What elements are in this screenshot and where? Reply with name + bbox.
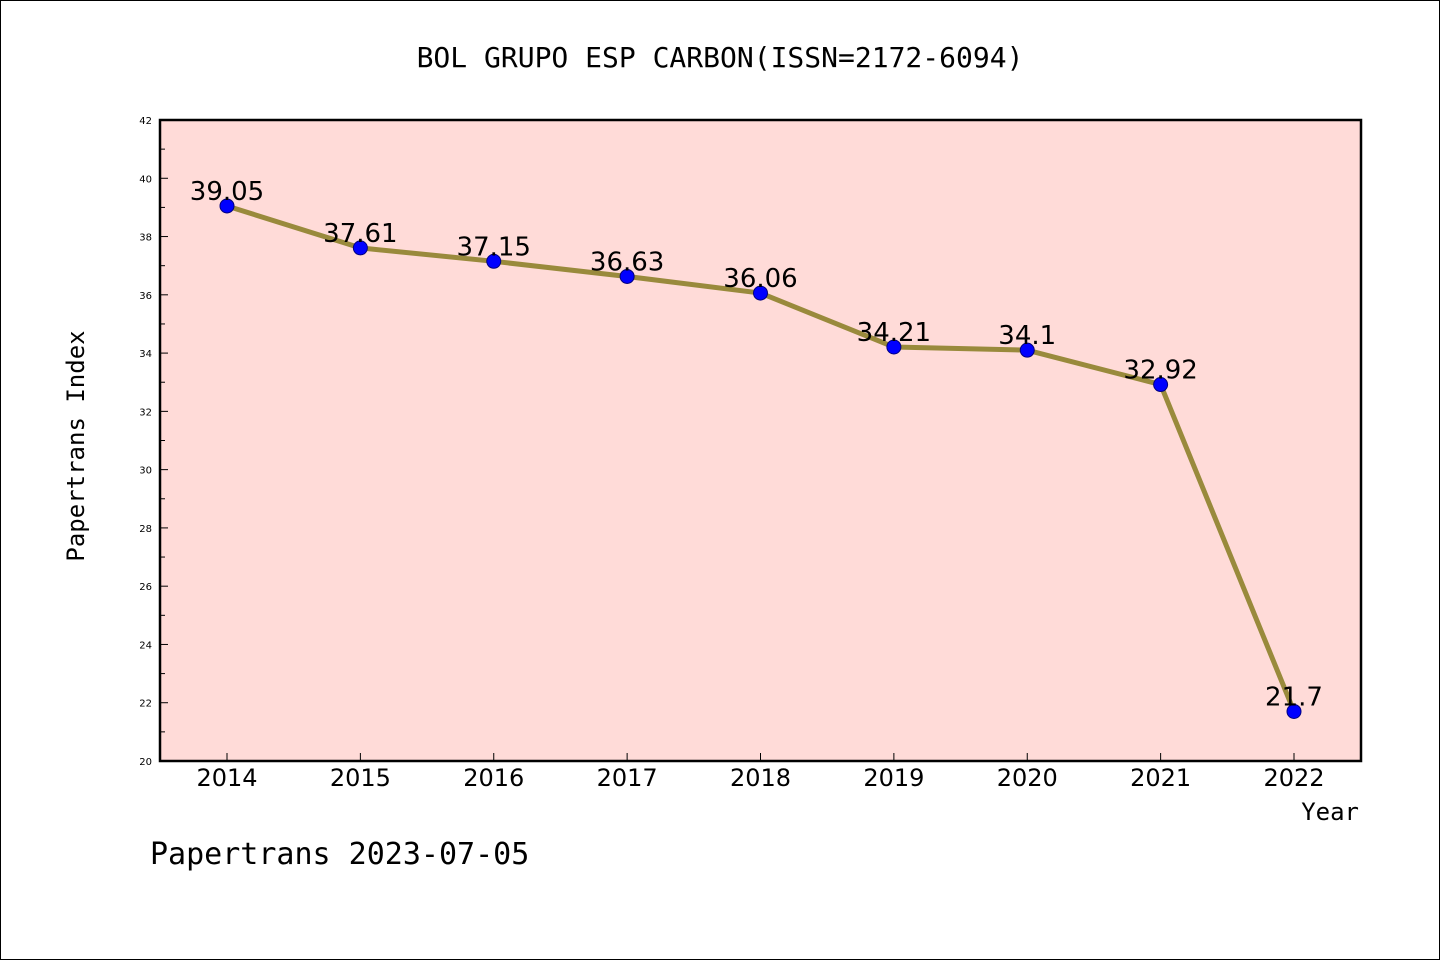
data-point bbox=[1286, 703, 1302, 719]
data-label: 37.61 bbox=[323, 219, 397, 249]
x-tick-label: 2017 bbox=[597, 764, 658, 792]
y-tick-label: 28 bbox=[139, 524, 152, 535]
data-point bbox=[619, 268, 635, 284]
y-tick-label: 40 bbox=[139, 174, 152, 185]
x-tick-label: 2015 bbox=[330, 764, 391, 792]
y-tick-label: 42 bbox=[139, 116, 152, 127]
x-tick-label: 2019 bbox=[863, 764, 924, 792]
data-label-layer: 39.05 37.61 37.15 36.63 36.06 34.21 34.1 32.92 2… bbox=[190, 177, 1323, 713]
x-tick-label: 2020 bbox=[997, 764, 1058, 792]
data-point bbox=[486, 253, 502, 269]
data-point bbox=[352, 240, 368, 256]
data-label: 36.06 bbox=[723, 264, 797, 294]
plot-area bbox=[160, 120, 1361, 761]
data-point bbox=[1153, 377, 1169, 393]
data-point bbox=[886, 339, 902, 355]
x-tick-label: 2016 bbox=[463, 764, 524, 792]
x-tick-label: 2018 bbox=[730, 764, 791, 792]
x-tick-label: 2021 bbox=[1130, 764, 1191, 792]
data-label: 39.05 bbox=[190, 177, 264, 207]
data-label: 21.7 bbox=[1265, 682, 1323, 712]
data-label: 36.63 bbox=[590, 247, 664, 277]
data-point bbox=[1019, 342, 1035, 358]
y-tick-label: 26 bbox=[139, 582, 152, 593]
y-axis-label: Papertrans Index bbox=[62, 330, 90, 561]
y-tick-label: 38 bbox=[139, 233, 152, 244]
x-tick-label: 2022 bbox=[1263, 764, 1324, 792]
y-tick-label: 22 bbox=[139, 699, 152, 710]
chart-title: BOL GRUPO ESP CARBON(ISSN=2172-6094) bbox=[417, 41, 1024, 74]
x-tick-label: 2014 bbox=[196, 764, 257, 792]
y-tick-label: 32 bbox=[139, 407, 152, 418]
y-tick-label: 30 bbox=[139, 466, 152, 477]
data-label: 32.92 bbox=[1123, 356, 1197, 386]
plot-border bbox=[158, 118, 1363, 763]
footer-watermark: Papertrans 2023-07-05 bbox=[150, 837, 529, 872]
y-tick-label: 34 bbox=[139, 349, 152, 360]
y-tick-label: 36 bbox=[139, 291, 152, 302]
x-axis-label: Year bbox=[1301, 798, 1359, 826]
data-label: 37.15 bbox=[457, 232, 531, 262]
data-point bbox=[219, 198, 235, 214]
data-label: 34.21 bbox=[857, 318, 931, 348]
y-tick-label: 20 bbox=[139, 757, 152, 768]
data-point bbox=[753, 285, 768, 301]
y-tick-label: 24 bbox=[139, 640, 152, 651]
data-label: 34.1 bbox=[998, 321, 1056, 351]
data-point-layer bbox=[219, 198, 1302, 719]
